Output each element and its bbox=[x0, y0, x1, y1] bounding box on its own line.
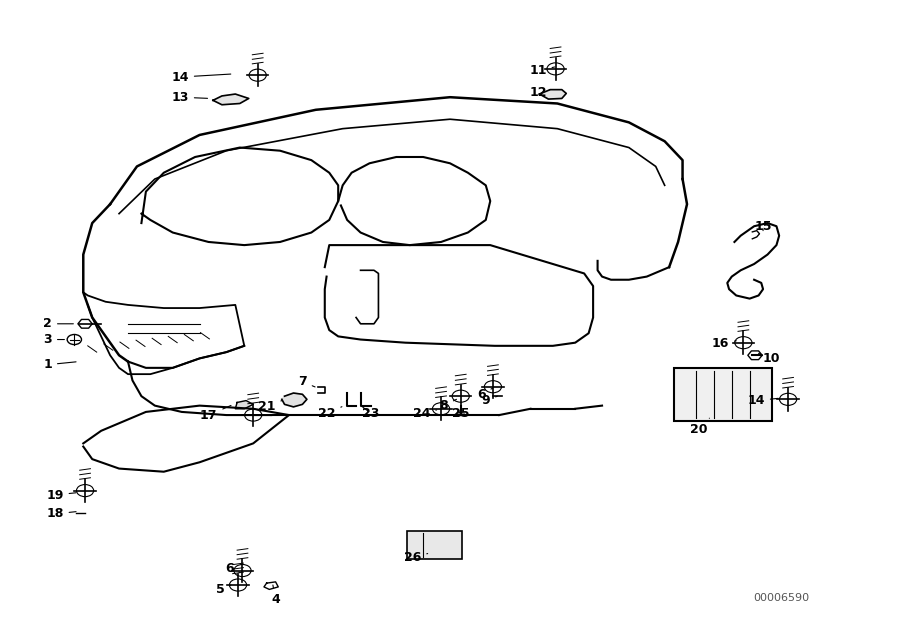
Text: 13: 13 bbox=[171, 91, 208, 104]
Polygon shape bbox=[235, 401, 253, 409]
Text: 9: 9 bbox=[482, 394, 498, 407]
Text: 00006590: 00006590 bbox=[753, 592, 809, 603]
Text: 6: 6 bbox=[225, 561, 239, 575]
Text: 24: 24 bbox=[413, 406, 436, 420]
Text: 23: 23 bbox=[363, 406, 380, 420]
Text: 3: 3 bbox=[43, 333, 65, 346]
Text: 20: 20 bbox=[689, 418, 709, 436]
Text: 7: 7 bbox=[298, 375, 315, 388]
Circle shape bbox=[456, 410, 465, 417]
Polygon shape bbox=[282, 393, 307, 407]
Text: 16: 16 bbox=[712, 337, 736, 351]
Text: 21: 21 bbox=[258, 401, 282, 413]
Text: 1: 1 bbox=[43, 358, 76, 371]
Text: 25: 25 bbox=[452, 406, 469, 420]
FancyBboxPatch shape bbox=[407, 531, 462, 559]
Text: 10: 10 bbox=[759, 352, 780, 365]
Text: 6: 6 bbox=[477, 388, 493, 401]
Text: 5: 5 bbox=[216, 583, 231, 596]
Text: 17: 17 bbox=[200, 406, 231, 422]
Text: 8: 8 bbox=[439, 399, 456, 412]
Text: 4: 4 bbox=[271, 585, 280, 606]
Text: 15: 15 bbox=[754, 220, 771, 233]
Polygon shape bbox=[213, 94, 248, 105]
Text: 18: 18 bbox=[46, 507, 76, 521]
Text: 11: 11 bbox=[529, 64, 554, 77]
Text: 19: 19 bbox=[46, 488, 76, 502]
Text: 26: 26 bbox=[404, 551, 428, 565]
FancyBboxPatch shape bbox=[673, 368, 772, 422]
Text: 14: 14 bbox=[747, 394, 778, 407]
Text: 12: 12 bbox=[529, 86, 550, 98]
Text: 22: 22 bbox=[318, 406, 342, 420]
Polygon shape bbox=[539, 90, 566, 99]
Text: 14: 14 bbox=[171, 70, 230, 84]
Text: 2: 2 bbox=[43, 318, 73, 330]
